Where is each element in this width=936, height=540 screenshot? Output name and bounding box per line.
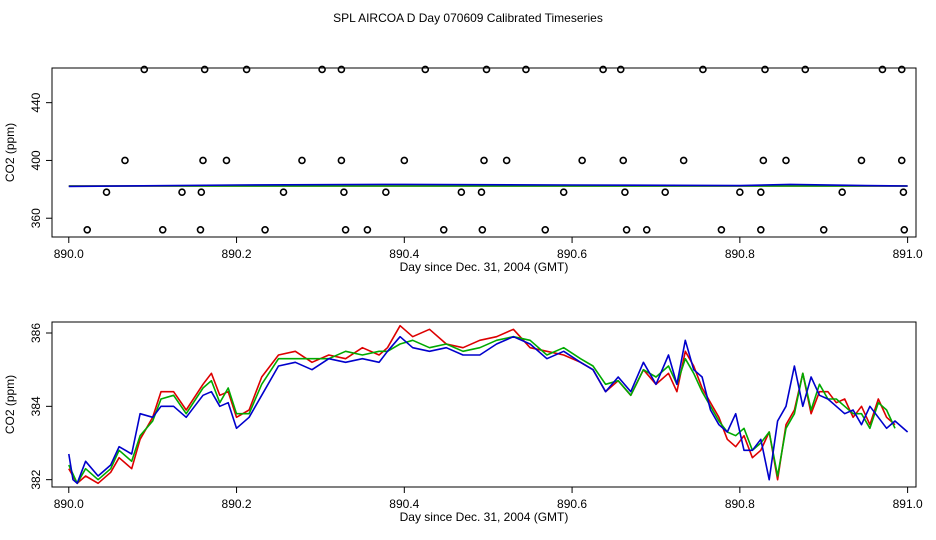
data-point [819, 225, 828, 234]
data-point [857, 156, 866, 165]
data-point [363, 225, 372, 234]
x-tick-label: 890.2 [222, 247, 252, 261]
x-tick-label: 890.6 [557, 497, 587, 511]
y-tick-label: 386 [29, 323, 43, 343]
series-line-blue [68, 183, 908, 188]
data-point [121, 156, 129, 165]
data-point [897, 65, 906, 74]
data-point [616, 65, 625, 74]
data-point [482, 65, 491, 74]
data-point [340, 188, 348, 197]
data-point [196, 225, 205, 234]
data-point [178, 188, 186, 197]
figure-title: SPL AIRCOA D Day 070609 Calibrated Times… [333, 11, 603, 25]
data-point [102, 188, 111, 197]
data-point [878, 65, 887, 74]
data-point [421, 65, 430, 74]
data-point [736, 188, 744, 197]
data-point [279, 188, 288, 197]
data-point [717, 225, 726, 234]
data-point [341, 225, 350, 234]
y-tick-label: 400 [29, 150, 43, 170]
x-tick-label: 891.0 [893, 247, 923, 261]
data-point [457, 188, 466, 197]
bottom-panel: 890.0 890.2 890.4 890.6 890.8 891.0 382 384 386 D… [3, 321, 923, 524]
data-point [197, 188, 206, 197]
data-point [83, 225, 92, 234]
data-point [679, 156, 688, 165]
series-line-blue [68, 335, 909, 485]
data-point [621, 188, 629, 197]
data-point [480, 156, 488, 165]
data-point [439, 225, 448, 234]
data-point [222, 156, 231, 165]
data-point [337, 156, 346, 165]
data-point [838, 188, 846, 197]
data-point [478, 225, 487, 234]
data-point [897, 156, 906, 165]
x-tick-label: 890.8 [725, 247, 755, 261]
data-point [578, 156, 586, 165]
data-point [642, 225, 651, 234]
y-tick-label: 382 [29, 469, 43, 489]
data-point [757, 225, 765, 234]
data-point [622, 225, 631, 234]
data-point [541, 225, 550, 234]
data-point [242, 65, 251, 74]
data-point [757, 188, 765, 197]
x-tick-label: 890.0 [54, 497, 84, 511]
x-tick-label: 890.0 [54, 247, 84, 261]
data-point [298, 156, 306, 165]
data-point [761, 65, 769, 74]
data-point [337, 65, 346, 74]
data-point [782, 156, 790, 165]
bottom-x-axis-label: Day since Dec. 31, 2004 (GMT) [400, 510, 569, 524]
series-line-green [68, 335, 896, 485]
data-point [158, 225, 167, 234]
x-tick-label: 891.0 [893, 497, 923, 511]
top-panel: 890.0 890.2 890.4 890.6 890.8 891.0 360 400 440 D… [3, 65, 923, 274]
data-point [200, 65, 209, 74]
data-point [318, 65, 326, 74]
data-point [699, 65, 707, 74]
data-point [477, 188, 486, 197]
data-point [522, 65, 530, 74]
y-tick-label: 360 [29, 208, 43, 228]
y-tick-label: 440 [29, 92, 43, 112]
bottom-y-axis-label: CO2 (ppm) [3, 375, 17, 434]
x-tick-label: 890.4 [389, 247, 419, 261]
x-tick-label: 890.8 [725, 497, 755, 511]
data-point [599, 65, 607, 74]
x-tick-label: 890.2 [222, 497, 252, 511]
y-tick-label: 384 [29, 396, 43, 416]
top-y-axis-label: CO2 (ppm) [3, 123, 17, 182]
data-point [382, 188, 390, 197]
data-point [899, 188, 908, 197]
data-point [619, 156, 628, 165]
bottom-plot-frame [51, 321, 917, 488]
data-point [559, 188, 568, 197]
data-point [400, 156, 409, 165]
data-point [261, 225, 269, 234]
data-point [900, 225, 909, 234]
data-point [140, 65, 149, 74]
data-point [199, 156, 207, 165]
top-plot-frame [51, 67, 917, 238]
data-point [502, 156, 511, 165]
top-x-axis-label: Day since Dec. 31, 2004 (GMT) [400, 260, 569, 274]
x-tick-label: 890.6 [557, 247, 587, 261]
data-point [759, 156, 768, 165]
data-point [801, 65, 810, 74]
data-point [661, 188, 669, 197]
x-tick-label: 890.4 [389, 497, 419, 511]
